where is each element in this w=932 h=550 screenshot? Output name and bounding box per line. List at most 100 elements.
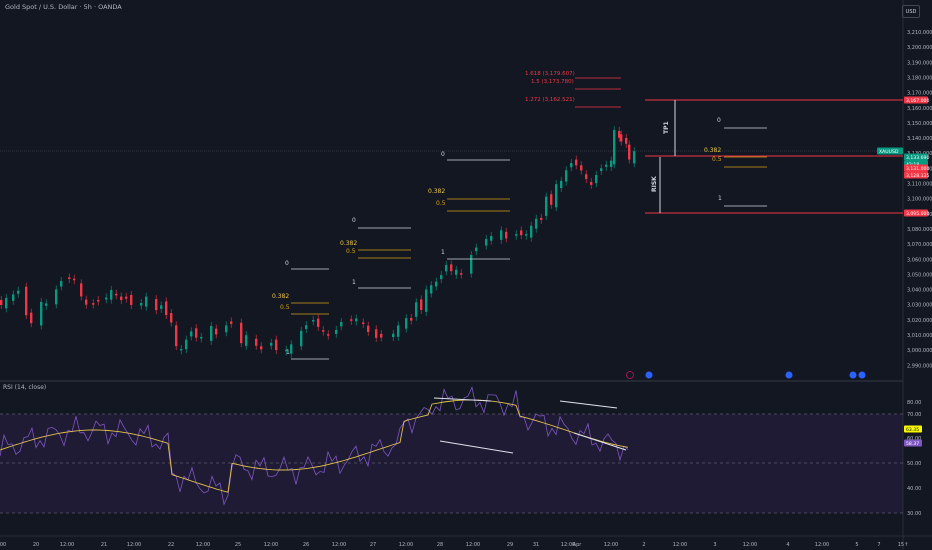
rsi-tick-label: 30.00 [907,511,921,517]
risk-label: RISK [651,176,658,192]
event-markers[interactable] [626,371,866,379]
time-tick-label: 26 [303,542,309,548]
price-tick-label: 3,150.000 [907,121,932,127]
price-tick-label: 3,010.000 [907,333,932,339]
time-tick-label: 20 [33,542,39,548]
price-tick-label: 3,200.000 [907,45,932,51]
time-tick-label: 12:00 [60,542,74,548]
candlestick-series [0,126,636,358]
fib4-level-1: 1 [718,195,722,202]
fib1-level-0: 0 [285,260,289,267]
fib3-level-0: 0 [441,151,445,158]
earnings-marker-icon [626,371,634,379]
us-flag-event-icon [645,371,653,379]
price-tick-label: 3,080.000 [907,227,932,233]
currency-button[interactable]: USD [902,5,920,18]
time-tick-label: 12:00 [466,542,480,548]
price-tick-label: 3,030.000 [907,303,932,309]
rsi-title: RSI (14, close) [3,384,47,391]
time-tick-label: 15↑ [898,542,909,548]
fib4-level-05: 0.5 [712,156,722,163]
time-tick-label: 12:00 [399,542,413,548]
us-flag-event-icon [785,371,793,379]
fib2-level-0382: 0.382 [340,240,357,247]
price-tick-label: 3,040.000 [907,288,932,294]
fib3-level-1: 1 [441,249,445,256]
ext-1618-label: 1.618 (3,179.607) [525,71,575,77]
fib-set-3[interactable]: 0 0.382 0.5 1 [428,151,510,260]
ext-1272-label: 1.272 (3,162.521) [525,97,575,103]
rsi-value-text: 63.35 [906,427,919,433]
us-flag-event-icon [858,371,866,379]
price-tick-label: 3,140.000 [907,136,932,142]
price-tick-label: 3,100.000 [907,197,932,203]
price-tick-label: 3,210.000 [907,30,932,36]
price-tag-text: 3,128.135 [906,173,929,179]
time-tick-label: 12:00 [604,542,618,548]
tp-label: TP1 [663,121,670,134]
rsi-tick-label: 70.00 [907,412,921,418]
rsi-value-tag [904,425,922,433]
price-tick-label: 3,110.000 [907,182,932,188]
rsi-value-tag [904,439,922,447]
time-tick-label: 25 [235,542,241,548]
price-tick-label: 3,020.000 [907,318,932,324]
price-tick-label: 3,060.000 [907,257,932,263]
price-tag [904,164,928,172]
time-tick-label: 5 [855,542,858,548]
time-tick-label: 12:00 [673,542,687,548]
price-tick-label: 2,990.000 [907,363,932,369]
rsi-tick-label: 40.00 [907,486,921,492]
symbol-title: Gold Spot / U.S. Dollar · 5h · OANDA [5,3,122,11]
fib-set-1[interactable]: 0 0.382 0.5 1 [272,260,329,360]
time-tick-label: 3 [713,542,716,548]
price-tag [904,153,928,161]
price-tag-text: XAUUSD [879,149,899,155]
time-tick-label: 2 [642,542,645,548]
fib-set-2[interactable]: 0 0.382 0.5 1 [340,217,411,289]
fib2-level-05: 0.5 [346,248,356,255]
time-tick-label: 31 [533,542,539,548]
time-tick-label: 21 [101,542,107,548]
time-tick-label: 4 [786,542,789,548]
price-tag [877,147,903,155]
time-tick-label: 12:00 [196,542,210,548]
fib2-level-0: 0 [352,217,356,224]
fib1-level-05: 0.5 [280,304,290,311]
price-tag [904,171,928,179]
price-tag-text: 3,131.000 [906,166,929,172]
fib3-level-0382: 0.382 [428,188,445,195]
price-tag [904,209,928,217]
time-tick-label: 29 [507,542,513,548]
time-axis[interactable]: 00 20 12:00 21 12:00 22 12:00 25 12:00 26 12:00 27 1… [0,542,908,548]
time-tick-label: 12:00 [815,542,829,548]
time-tick-label: 12:00 [332,542,346,548]
rsi-tick-label: 50.00 [907,461,921,467]
price-tag [904,96,928,104]
price-tick-label: 3,170.000 [907,91,932,97]
time-tick-label: 27 [370,542,376,548]
us-flag-event-icon [849,371,857,379]
rsi-value-text: 58.37 [906,441,919,447]
time-tick-label: 22 [168,542,174,548]
fib1-level-0382: 0.382 [272,293,289,300]
price-tag-text: 3,133.690 [906,155,929,161]
ext-15-label: 1.5 (3,173.780) [531,79,574,85]
time-tick-label: 12:00 [127,542,141,548]
price-tick-label: 3,000.000 [907,348,932,354]
time-tick-label: 7 [877,542,880,548]
price-tick-label: 3,180.000 [907,75,932,81]
rsi-divergence-lines[interactable] [433,397,627,454]
time-tick-label: Apr [573,542,583,548]
fib4-level-0: 0 [717,117,721,124]
time-tick-label: 12:00 [743,542,757,548]
price-axis[interactable]: 3,210.000 3,200.000 3,190.000 3,180.000 3,17… [907,30,932,369]
rsi-axis[interactable]: 80.00 70.00 60.00 50.00 40.00 30.00 63.35 58.37 [904,400,922,517]
fib2-level-1: 1 [352,279,356,286]
fib-set-4[interactable]: 0 0.382 0.5 1 [704,117,767,207]
price-tick-label: 3,050.000 [907,272,932,278]
rsi-ma-line [0,399,629,493]
price-tags: 3,167.000XAUUSD3,133.69042:183,131.0003,… [877,96,929,217]
fib4-level-0382: 0.382 [704,147,721,154]
